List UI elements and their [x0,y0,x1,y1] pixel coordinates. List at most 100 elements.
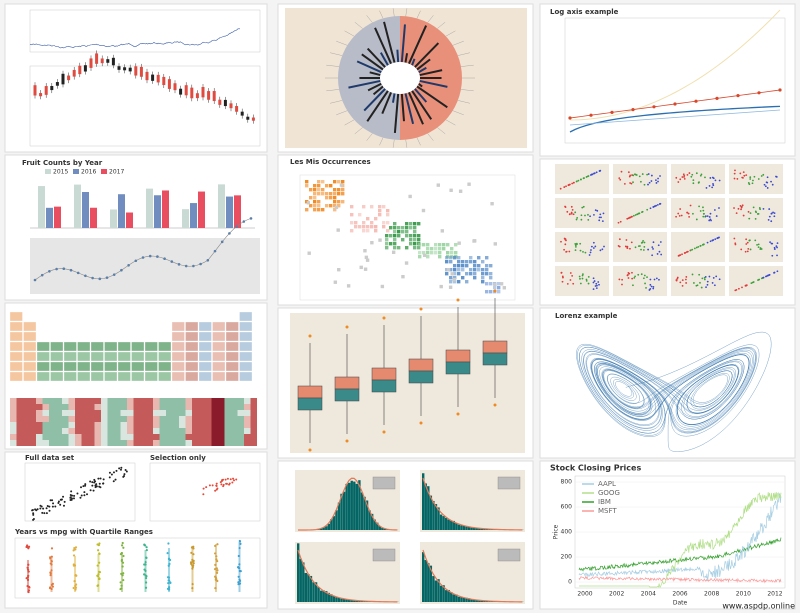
log-line [569,109,781,126]
hist-bar [340,493,343,530]
point [712,184,715,187]
heat-cell [101,404,108,410]
point [192,547,195,550]
cell [374,225,378,229]
hist-bar [358,480,361,530]
watermark: www.aspdp.online [722,602,795,611]
heat-cell [205,422,212,428]
cell [409,234,413,238]
cell [499,282,504,286]
heat-cell [127,416,134,422]
point [50,587,53,591]
point [718,207,720,209]
x-tick-label: 2000 [577,591,592,598]
cell [442,247,446,251]
heat-cell [94,398,101,404]
point [593,213,595,216]
heat-cell [218,428,225,434]
cell [450,247,454,251]
cell [497,282,501,286]
point [561,280,564,283]
heat-cell [42,428,49,434]
point [658,203,661,205]
heat-cell [88,428,95,434]
point [733,177,736,180]
plot-area [149,462,261,522]
hist-bar [478,600,481,602]
heat-cell [75,416,82,422]
heat-cell [81,428,88,434]
rose-bar [379,52,389,66]
point [596,284,598,287]
point [144,544,147,547]
point [742,171,745,174]
heat-cell [133,422,140,428]
point [737,207,740,210]
cell [434,251,438,255]
point [739,205,742,207]
rose-spoke [366,133,373,141]
hist-bar [355,600,359,602]
cell [317,188,321,192]
heat-cell [107,416,114,422]
element-cell [77,351,91,362]
cell [469,256,473,260]
point [757,246,760,249]
point [26,545,29,548]
hist-bar [325,526,328,530]
cell [309,204,313,208]
cell [449,268,453,272]
point [98,542,101,545]
point [239,570,242,573]
cell [418,251,422,255]
rose-bar [348,79,381,89]
point [208,484,211,487]
point [566,282,569,285]
point [52,502,55,505]
point [96,584,100,587]
heat-cell [133,440,140,446]
heat-cell [244,434,251,440]
point [685,282,688,284]
element-cell [185,351,199,362]
element-cell [50,351,64,362]
point [120,544,124,547]
heat-cell [55,440,62,446]
point [747,247,750,250]
y-tick-label: 800 [561,479,573,486]
point [75,574,78,577]
heat-cell [244,404,251,410]
heat-cell [185,410,192,416]
heat-cell [185,434,192,440]
point [581,277,584,280]
element-cell [185,371,199,382]
point [705,286,707,289]
point [634,214,637,216]
point [118,467,121,470]
cell [393,246,397,250]
outlier [419,421,423,425]
heat-cell [192,404,199,410]
heat-cell [153,428,160,434]
point [225,482,228,485]
stock-line [579,492,782,588]
pdf-line [422,549,523,603]
point [26,566,29,569]
point [594,245,597,248]
point [711,282,714,284]
heat-cell [49,410,56,416]
heat-cell [211,398,218,404]
heat-cell [140,434,147,440]
heat-cell [218,434,225,440]
point [563,248,565,251]
rose-spoke [405,139,408,148]
rose-bar [383,21,396,63]
cell [489,272,493,276]
hist-bar [473,527,476,530]
point [773,271,775,274]
heat-cell [120,428,127,434]
point [112,471,115,474]
point [758,207,761,209]
heat-cell [185,398,192,404]
element-cell [23,321,37,332]
